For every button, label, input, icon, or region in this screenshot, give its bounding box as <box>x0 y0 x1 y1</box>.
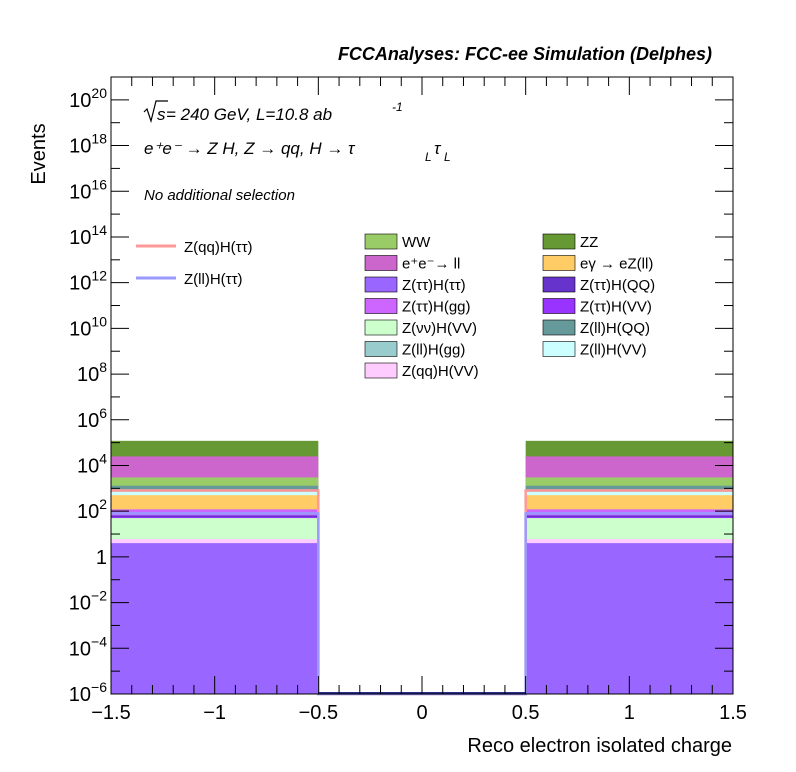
process-sub1: L <box>425 150 432 164</box>
energy-label: s = 240 GeV, L=10.8 ab -1 <box>143 100 403 124</box>
y-tick-label: 104 <box>77 450 107 477</box>
process-label: e⁺e⁻ → Z H, Z → qq, H → τ L τ L <box>144 139 451 164</box>
selection-label: No additional selection <box>144 187 295 204</box>
x-tick-label: −0.5 <box>299 702 338 724</box>
legend-label: Z(ττ)H(gg) <box>402 299 471 316</box>
energy-sqrt: s <box>157 105 166 124</box>
legend-swatch <box>542 255 576 271</box>
process-text: e⁺e⁻ → Z H, Z → qq, H → τ <box>144 139 356 158</box>
process-sub2: L <box>444 150 451 164</box>
y-tick-label: 1016 <box>69 176 107 203</box>
legend-swatch <box>364 276 398 293</box>
signal-legend: Z(qq)H(ττ) Z(ll)H(ττ) <box>136 239 253 288</box>
legend-swatch <box>364 298 398 314</box>
legend-swatch <box>364 319 398 336</box>
x-tick-label: 1.5 <box>719 702 747 724</box>
legend-swatch <box>364 362 398 379</box>
legend-swatch <box>542 341 576 357</box>
legend-swatch <box>542 298 576 314</box>
chart-title: FCCAnalyses: FCC-ee Simulation (Delphes) <box>338 44 712 64</box>
y-axis-label: Events <box>28 123 50 184</box>
legend-label: Z(qq)H(ττ) <box>184 239 253 256</box>
legend-label: Z(ll)H(VV) <box>580 342 647 359</box>
x-tick-label: 0 <box>416 702 427 724</box>
y-tick-label: 102 <box>77 496 107 523</box>
legend-label: Z(ll)H(QQ) <box>580 320 650 337</box>
legend-label: Z(ττ)H(VV) <box>580 299 652 316</box>
x-axis: −1.5 −1 −0.5 0 0.5 1 1.5 <box>91 77 747 724</box>
y-tick-label: 106 <box>77 405 107 432</box>
y-tick-label: 10−4 <box>69 633 107 660</box>
x-tick-label: 0.5 <box>512 702 540 724</box>
y-tick-label: 1012 <box>69 268 107 295</box>
legend-label: ZZ <box>580 234 598 251</box>
y-tick-label: 1018 <box>69 131 107 158</box>
histogram-stack <box>111 440 733 694</box>
y-axis: 10−6 10−4 10−2 1 102 104 106 108 1010 1012 1014 101… <box>69 85 733 706</box>
legend-label: Z(ττ)H(ττ) <box>402 277 466 294</box>
legend-swatch <box>542 276 576 293</box>
energy-text: = 240 GeV, L=10.8 ab <box>166 105 332 124</box>
legend-swatch <box>542 319 576 336</box>
legend-label: Z(ll)H(gg) <box>402 342 465 359</box>
x-tick-label: 1 <box>624 702 635 724</box>
y-tick-label: 1014 <box>69 222 107 249</box>
legend-label: Z(qq)H(VV) <box>402 363 479 380</box>
energy-exponent: -1 <box>392 100 403 114</box>
x-tick-label: −1 <box>203 702 226 724</box>
sqrt-symbol <box>143 100 168 124</box>
y-tick-label: 1 <box>96 547 107 569</box>
legend-label: WW <box>402 234 431 251</box>
legend-label: eγ → eZ(ll) <box>580 256 653 273</box>
legend-swatch <box>364 233 398 250</box>
legend-swatch <box>542 233 576 250</box>
process-tau: τ <box>434 139 442 158</box>
legend-label: Z(ττ)H(QQ) <box>580 277 655 294</box>
legend-label: e⁺e⁻→ ll <box>402 256 460 273</box>
stack-bar <box>111 543 319 694</box>
legend-swatch <box>364 341 398 357</box>
y-tick-label: 10−6 <box>69 679 107 706</box>
y-tick-label: 1010 <box>69 313 107 340</box>
y-tick-label: 108 <box>77 359 107 386</box>
background-legend: WW e⁺e⁻→ ll Z(ττ)H(ττ) Z(ττ)H(gg) Z(νν)H(VV)… <box>364 233 655 380</box>
y-tick-label: 1020 <box>69 85 107 112</box>
x-axis-label: Reco electron isolated charge <box>467 735 732 757</box>
legend-label: Z(ll)H(ττ) <box>184 271 243 288</box>
legend-label: Z(νν)H(VV) <box>402 320 477 337</box>
legend-swatch <box>364 255 398 271</box>
y-tick-label: 10−2 <box>69 588 107 615</box>
x-tick-label: −1.5 <box>91 702 130 724</box>
stack-bar <box>525 543 733 694</box>
